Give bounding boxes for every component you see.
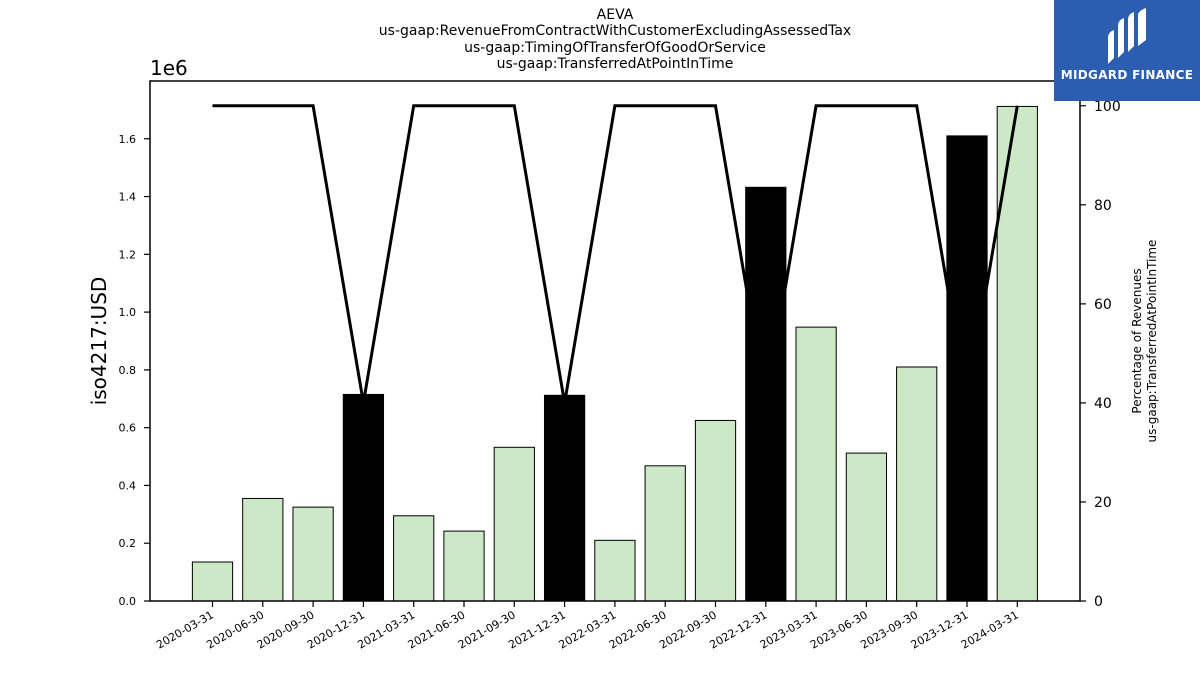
bars-layer <box>191 105 1038 602</box>
bar-2023-12-31 <box>946 135 988 602</box>
bar-2022-06-30 <box>644 465 686 602</box>
bar-2020-03-31 <box>191 561 234 602</box>
plot-frame <box>149 80 1081 602</box>
bar-2022-03-31 <box>594 539 636 602</box>
midgard-finance-logo: MIDGARD FINANCE <box>1054 0 1200 101</box>
y-tick-label: 1.0 <box>119 306 137 319</box>
bar-2023-03-31 <box>795 326 837 602</box>
y2-axis-label-line-2: us-gaap:TransferredAtPointInTime <box>1145 240 1159 443</box>
bar-2022-09-30 <box>694 419 737 602</box>
bar-2020-12-31 <box>342 393 385 602</box>
y2-tick-label: 20 <box>1094 495 1112 511</box>
y-tick-label: 1.2 <box>119 248 137 261</box>
y2-axis: 0 20 40 60 80 100 <box>1080 99 1121 610</box>
percentage-line-layer <box>212 104 1019 404</box>
bar-2020-09-30 <box>292 506 334 602</box>
y-tick-label: 0.6 <box>119 422 137 435</box>
y2-tick-label: 100 <box>1094 99 1121 115</box>
chart-title-line-1: AEVA <box>596 7 634 23</box>
y-tick-label: 0.0 <box>119 595 137 608</box>
y2-tick-label: 60 <box>1094 297 1112 313</box>
midgard-logo-icon <box>1108 8 1146 64</box>
chart-title-line-2: us-gaap:RevenueFromContractWithCustomerE… <box>378 23 852 39</box>
y2-tick-label: 40 <box>1094 396 1112 412</box>
y2-tick-label: 0 <box>1094 594 1103 610</box>
bar-2023-06-30 <box>845 452 888 602</box>
y-axis: 0.0 0.2 0.4 0.6 0.8 1.0 1.2 1.4 1.6 <box>119 133 150 608</box>
y-tick-label: 1.6 <box>119 133 137 146</box>
bar-2021-06-30 <box>443 530 485 602</box>
chart-title-line-3: us-gaap:TimingOfTransferOfGoodOrService <box>464 40 766 56</box>
x-tick-label: 2024-03-31 <box>959 608 1021 651</box>
y-axis-label: iso4217:USD <box>87 277 111 406</box>
logo-text: MIDGARD FINANCE <box>1060 68 1194 82</box>
y-tick-label: 0.8 <box>119 364 137 377</box>
y2-tick-label: 80 <box>1094 198 1112 214</box>
bar-2020-06-30 <box>242 497 284 602</box>
y-offset-label: 1e6 <box>150 56 188 80</box>
y2-axis-label-line-1: Percentage of Revenues <box>1130 268 1144 413</box>
y-tick-label: 0.4 <box>119 479 137 492</box>
chart-title-line-4: us-gaap:TransferredAtPointInTime <box>496 56 734 72</box>
x-axis: 2020-03-312020-06-302020-09-302020-12-31… <box>154 601 1021 652</box>
percentage-line <box>212 104 1019 404</box>
bar-2021-03-31 <box>393 515 435 602</box>
y-tick-label: 1.4 <box>119 191 137 204</box>
bar-2021-12-31 <box>543 394 586 602</box>
bar-2023-09-30 <box>896 366 938 602</box>
bar-2021-09-30 <box>493 446 535 602</box>
y-tick-label: 0.2 <box>119 537 137 550</box>
